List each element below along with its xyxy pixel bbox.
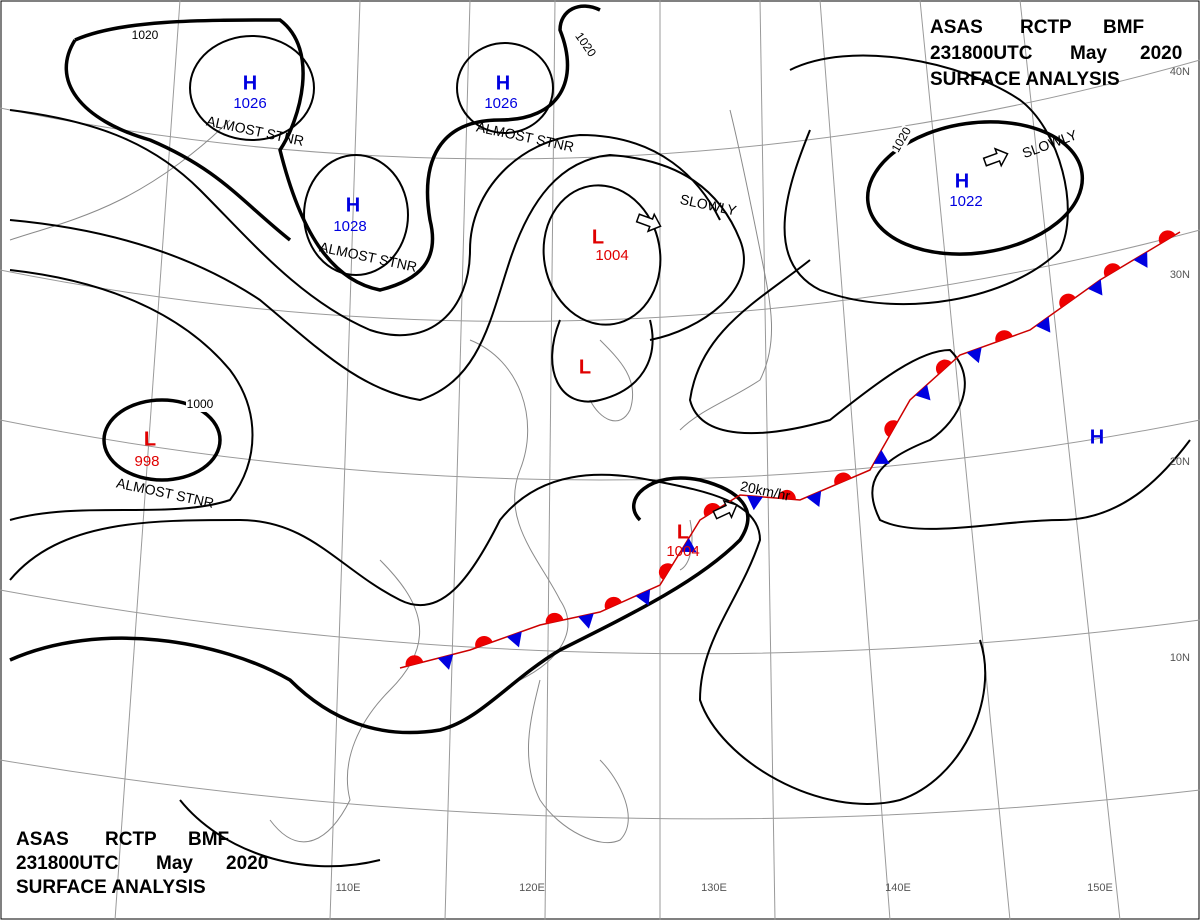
warm-symbol (703, 503, 721, 517)
title: SURFACE ANALYSIS (930, 69, 1120, 90)
cold-symbol (635, 589, 651, 606)
center-pressure: 1026 (233, 95, 266, 112)
header-top: ASAS RCTP BMF 231800UTC May 2020 SURFACE… (930, 17, 1182, 90)
longitude-label: 130E (701, 882, 727, 894)
motion-arrow (982, 147, 1009, 168)
warm-symbol (935, 359, 952, 375)
isobars (9, 4, 1191, 868)
center-symbol: H (346, 194, 360, 216)
isobar-label: 1000 (187, 397, 214, 411)
longitude-label: 150E (1087, 882, 1113, 894)
month: May (156, 853, 193, 874)
cold-symbol (437, 654, 454, 670)
cold-symbol (873, 450, 890, 464)
time: 231800UTC (930, 43, 1033, 64)
center-symbol: H (1090, 426, 1104, 448)
coastline (9, 109, 773, 844)
warm-symbol (884, 420, 898, 438)
year: 2020 (1140, 43, 1182, 64)
latitude-label: 40N (1170, 66, 1190, 78)
isobar-label: 1020 (132, 28, 159, 42)
agency: ASAS (930, 17, 983, 38)
year: 2020 (226, 853, 268, 874)
cold-symbol (915, 384, 931, 401)
isobar-label-bg (888, 124, 916, 156)
cold-symbol (680, 538, 697, 553)
warm-symbol (777, 489, 796, 500)
title: SURFACE ANALYSIS (16, 877, 206, 898)
front-line (399, 231, 1181, 669)
stationary-front (399, 230, 1181, 670)
isobar-label-bg (571, 29, 599, 61)
isobar-label-bg (186, 398, 214, 412)
center-pressure: 1026 (484, 95, 517, 112)
month: May (1070, 43, 1107, 64)
cold-symbol (1087, 279, 1103, 296)
warm-symbol (1059, 293, 1076, 308)
longitude-label: 140E (885, 882, 911, 894)
warm-symbol (1103, 263, 1121, 277)
office: BMF (1103, 17, 1144, 38)
cold-symbol (1035, 316, 1051, 333)
center-pressure: 1004 (595, 247, 628, 264)
longitude-label: 110E (336, 882, 361, 894)
center-pressure: 1022 (949, 193, 982, 210)
cold-symbol (746, 495, 763, 511)
isobar-label-bg (131, 29, 159, 43)
center-symbol: H (243, 72, 257, 94)
warm-symbol (604, 596, 622, 610)
center-symbol: H (955, 170, 969, 192)
center-symbol: L (592, 226, 604, 248)
center: RCTP (105, 829, 157, 850)
cold-symbol (966, 347, 982, 364)
center-pressure: 1028 (333, 218, 366, 235)
warm-symbol (475, 635, 493, 648)
center-pressure: 998 (134, 453, 159, 470)
center-pressure: 1004 (666, 543, 699, 560)
warm-symbol (1158, 230, 1176, 244)
center-symbol: L (677, 521, 689, 543)
warm-symbol (658, 563, 673, 580)
time: 231800UTC (16, 853, 119, 874)
latitude-label: 30N (1170, 269, 1190, 281)
warm-symbol (405, 655, 424, 667)
warm-symbol (545, 612, 564, 624)
warm-symbol (995, 330, 1013, 343)
cold-symbol (806, 490, 822, 507)
motion-arrow (712, 499, 738, 520)
latitude-label: 10N (1170, 652, 1190, 664)
agency: ASAS (16, 829, 69, 850)
center: RCTP (1020, 17, 1072, 38)
center-symbol: L (144, 428, 156, 450)
cold-symbol (1133, 251, 1148, 268)
motion-arrow (635, 212, 662, 233)
longitude-label: 120E (519, 882, 545, 894)
center-symbol: L (579, 356, 591, 378)
office: BMF (188, 829, 229, 850)
latitude-label: 20N (1170, 456, 1190, 468)
cold-symbol (506, 631, 522, 648)
cold-symbol (578, 613, 594, 629)
header-bottom: ASAS RCTP BMF 231800UTC May 2020 SURFACE… (16, 829, 268, 898)
center-symbol: H (496, 72, 510, 94)
warm-symbol (834, 472, 852, 486)
